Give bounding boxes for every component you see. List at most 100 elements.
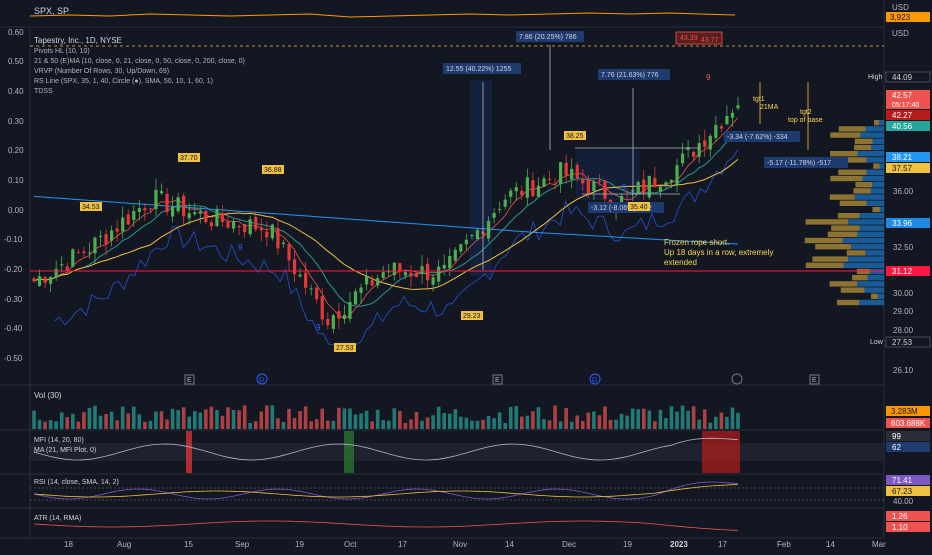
volume-bar [231, 409, 236, 429]
profile-bar-down [877, 293, 884, 299]
volume-bar [198, 412, 203, 429]
volume-bar [514, 405, 519, 429]
profile-bar-up [852, 275, 868, 281]
vol-tag-bg [886, 406, 930, 416]
spx-price-tag: 3,923 [890, 13, 911, 22]
profile-bar-down [870, 188, 884, 194]
profile-bar-down [857, 151, 884, 157]
candle-body [470, 234, 474, 236]
volume-bar [575, 415, 580, 429]
profile-bar-up [853, 188, 871, 194]
candle-body [65, 266, 69, 271]
volume-bar [292, 417, 297, 429]
pivot-label: 35.40 [630, 204, 648, 211]
volume-bar [337, 407, 341, 429]
yellow-tag-bg [886, 163, 930, 173]
x-tick: 2023 [670, 540, 688, 549]
candle-body [248, 219, 252, 235]
high-tag-bg [885, 71, 931, 83]
volume-bar [669, 406, 674, 429]
event-markers[interactable]: E D E D E [184, 373, 820, 385]
volume-bar [253, 421, 258, 429]
left-tick: 0.40 [8, 87, 24, 96]
measure-highlight-dip [576, 150, 640, 200]
candle-body [320, 296, 324, 320]
volume-bars [32, 405, 740, 429]
red-tag: 31.12 [892, 267, 913, 276]
tgt1-label: tgt1 21MA [753, 96, 779, 111]
volume-bar [442, 413, 447, 429]
candle-body [132, 210, 136, 220]
profile-bar-down [842, 237, 884, 244]
pivot-label: 34.53 [82, 204, 100, 211]
x-tick: 19 [623, 540, 632, 549]
volume-bar [592, 411, 596, 429]
left-tick: -0.20 [4, 265, 23, 274]
left-tick: 0.10 [8, 176, 24, 185]
candle-body [475, 229, 480, 239]
volume-bar [93, 405, 97, 429]
x-axis: 18 Aug 15 Sep 19 Oct 17 Nov 14 Dec 19 20… [64, 540, 886, 549]
candle-body [270, 224, 274, 239]
profile-bar-down [879, 206, 884, 213]
profile-bar-up [831, 225, 860, 231]
annotation-boxes[interactable]: 7.86 (20.25%) 786 43.39 43.77 12.55 (40.… [443, 31, 848, 213]
annotation-box [516, 31, 584, 42]
atr-line [33, 520, 739, 531]
volume-bar [558, 421, 563, 429]
volume-bar [392, 408, 397, 429]
tgt2-line1: tgt2 [800, 109, 812, 116]
candle-body [575, 164, 579, 178]
volume-bar [314, 419, 319, 429]
candle-body [658, 186, 662, 192]
profile-bar-up [829, 281, 858, 287]
event-marker-label: E [495, 377, 500, 384]
annotation-box [764, 157, 848, 168]
volume-bar [364, 410, 369, 429]
volume-bar [453, 409, 458, 429]
volume-bar [630, 408, 635, 429]
volume-bar [564, 408, 568, 429]
earnings-marker [184, 374, 195, 385]
annotation-text: 12.55 (40.22%) 1255 [446, 66, 511, 73]
profile-bar-down [859, 225, 884, 231]
candle-body [170, 206, 175, 217]
candle-body [43, 277, 47, 283]
profile-bar-up [854, 144, 871, 151]
profile-bar-down [848, 219, 884, 225]
rs-line-path [53, 149, 739, 346]
x-tick: 18 [64, 540, 73, 549]
volume-bar [708, 422, 713, 429]
candle-body [154, 189, 158, 210]
yellow-tag: 37.57 [892, 164, 913, 173]
right-currency: USD [892, 29, 909, 38]
rsi-tick: 40.00 [893, 497, 914, 506]
volume-bar [436, 406, 441, 429]
volume-bar [298, 411, 302, 429]
volume-bar [653, 421, 657, 429]
mfi-oversold [344, 431, 354, 473]
volume-bar [375, 409, 380, 429]
vol-tag: 3.283M [891, 407, 918, 416]
annotation-box [443, 63, 521, 74]
event-marker-label: E [812, 377, 817, 384]
volume-bar [641, 408, 646, 429]
volume-bar [115, 420, 119, 429]
profile-bar-down [864, 287, 884, 293]
candle-body [87, 252, 92, 254]
volume-bar [353, 414, 358, 429]
candle-body [586, 179, 590, 194]
atr-tag2: 1.10 [892, 523, 908, 532]
volume-bar [126, 413, 131, 429]
tgt2-label: tgt2 top of base [788, 109, 823, 124]
mfi-overbought [702, 431, 740, 473]
td-counts: 9 9 9 9 [238, 73, 711, 332]
candle-body [642, 179, 646, 193]
volume-bar [447, 413, 452, 429]
candle-body [597, 180, 602, 182]
candle-body [448, 255, 452, 269]
pivot-box [80, 202, 102, 211]
candle-body [348, 302, 352, 319]
ma-tag-bg [886, 110, 930, 120]
